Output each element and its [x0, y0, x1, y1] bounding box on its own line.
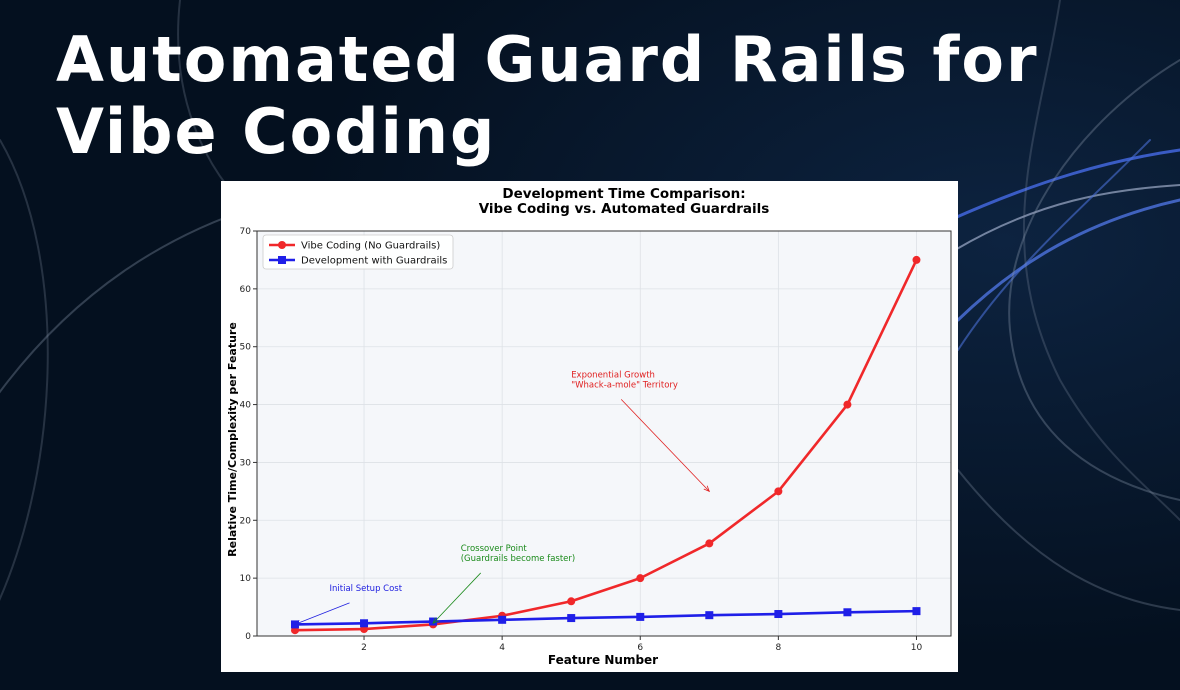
- annotation-2-text: Crossover Point: [461, 544, 528, 554]
- legend-marker-2: [278, 256, 286, 264]
- annotation-arrowhead-3: [703, 485, 711, 493]
- annotation-arrowhead-1: [294, 619, 301, 625]
- y-tick-label: 50: [240, 343, 252, 353]
- series-2-point: [429, 617, 438, 626]
- y-tick-label: 30: [240, 458, 252, 468]
- annotation-1-text: Initial Setup Cost: [330, 584, 403, 594]
- series-2-point: [912, 607, 921, 616]
- y-axis-label: Relative Time/Complexity per Feature: [226, 322, 239, 557]
- series-1-point: [705, 539, 714, 548]
- x-tick-label: 6: [637, 643, 643, 653]
- plot-frame: [256, 230, 952, 637]
- series-2-point: [360, 619, 369, 628]
- annotation-3-text: Exponential Growth: [571, 370, 655, 380]
- y-tick-label: 40: [240, 401, 252, 411]
- series-1-point: [567, 597, 576, 606]
- plot-area: [257, 231, 951, 636]
- series-1-point: [636, 574, 645, 583]
- annotation-arrow-2: [432, 572, 482, 624]
- series-2-point: [498, 615, 507, 624]
- annotation-arrow-1: [294, 602, 350, 625]
- series-2-point: [636, 612, 645, 621]
- series-line-1: [294, 259, 918, 632]
- y-tick-label: 20: [240, 516, 252, 526]
- series-2-point: [705, 611, 714, 620]
- annotation-arrowhead-2: [432, 617, 439, 625]
- legend-marker-1: [278, 241, 286, 249]
- x-tick-label: 10: [911, 643, 923, 653]
- x-tick-label: 8: [775, 643, 781, 653]
- x-tick-label: 2: [361, 643, 367, 653]
- series-1-point: [912, 255, 921, 264]
- annotation-arrow-3: [620, 399, 710, 492]
- y-tick-label: 0: [245, 632, 251, 642]
- series-2-point: [843, 608, 852, 617]
- x-axis-label: Feature Number: [548, 653, 658, 667]
- development-time-chart: 0 10 20 30 40 50 60 70 2 4 6 8 10 Initial Setup Cost C…: [226, 186, 952, 667]
- y-tick-label: 60: [240, 285, 252, 295]
- y-tick-label: 70: [240, 227, 252, 237]
- chart-title-line-1: Development Time Comparison:: [502, 186, 745, 202]
- legend-label-1: Vibe Coding (No Guardrails): [301, 241, 440, 252]
- annotation-2-text: (Guardrails become faster): [461, 554, 576, 564]
- series-2-point: [774, 610, 783, 619]
- x-tick-label: 4: [499, 643, 505, 653]
- series-1-point: [843, 400, 852, 409]
- y-tick-label: 10: [240, 574, 252, 584]
- chart-panel: 0 10 20 30 40 50 60 70 2 4 6 8 10 Initial Setup Cost C…: [221, 181, 958, 672]
- slide-title: Automated Guard Rails for Vibe Coding: [56, 23, 1039, 168]
- chart-title-line-2: Vibe Coding vs. Automated Guardrails: [479, 201, 770, 217]
- legend-box: [262, 234, 454, 270]
- legend-label-2: Development with Guardrails: [301, 256, 447, 267]
- annotation-3-text: "Whack-a-mole" Territory: [571, 380, 678, 390]
- series-line-2: [294, 609, 917, 626]
- series-2-point: [567, 614, 576, 623]
- series-1-point: [774, 487, 783, 496]
